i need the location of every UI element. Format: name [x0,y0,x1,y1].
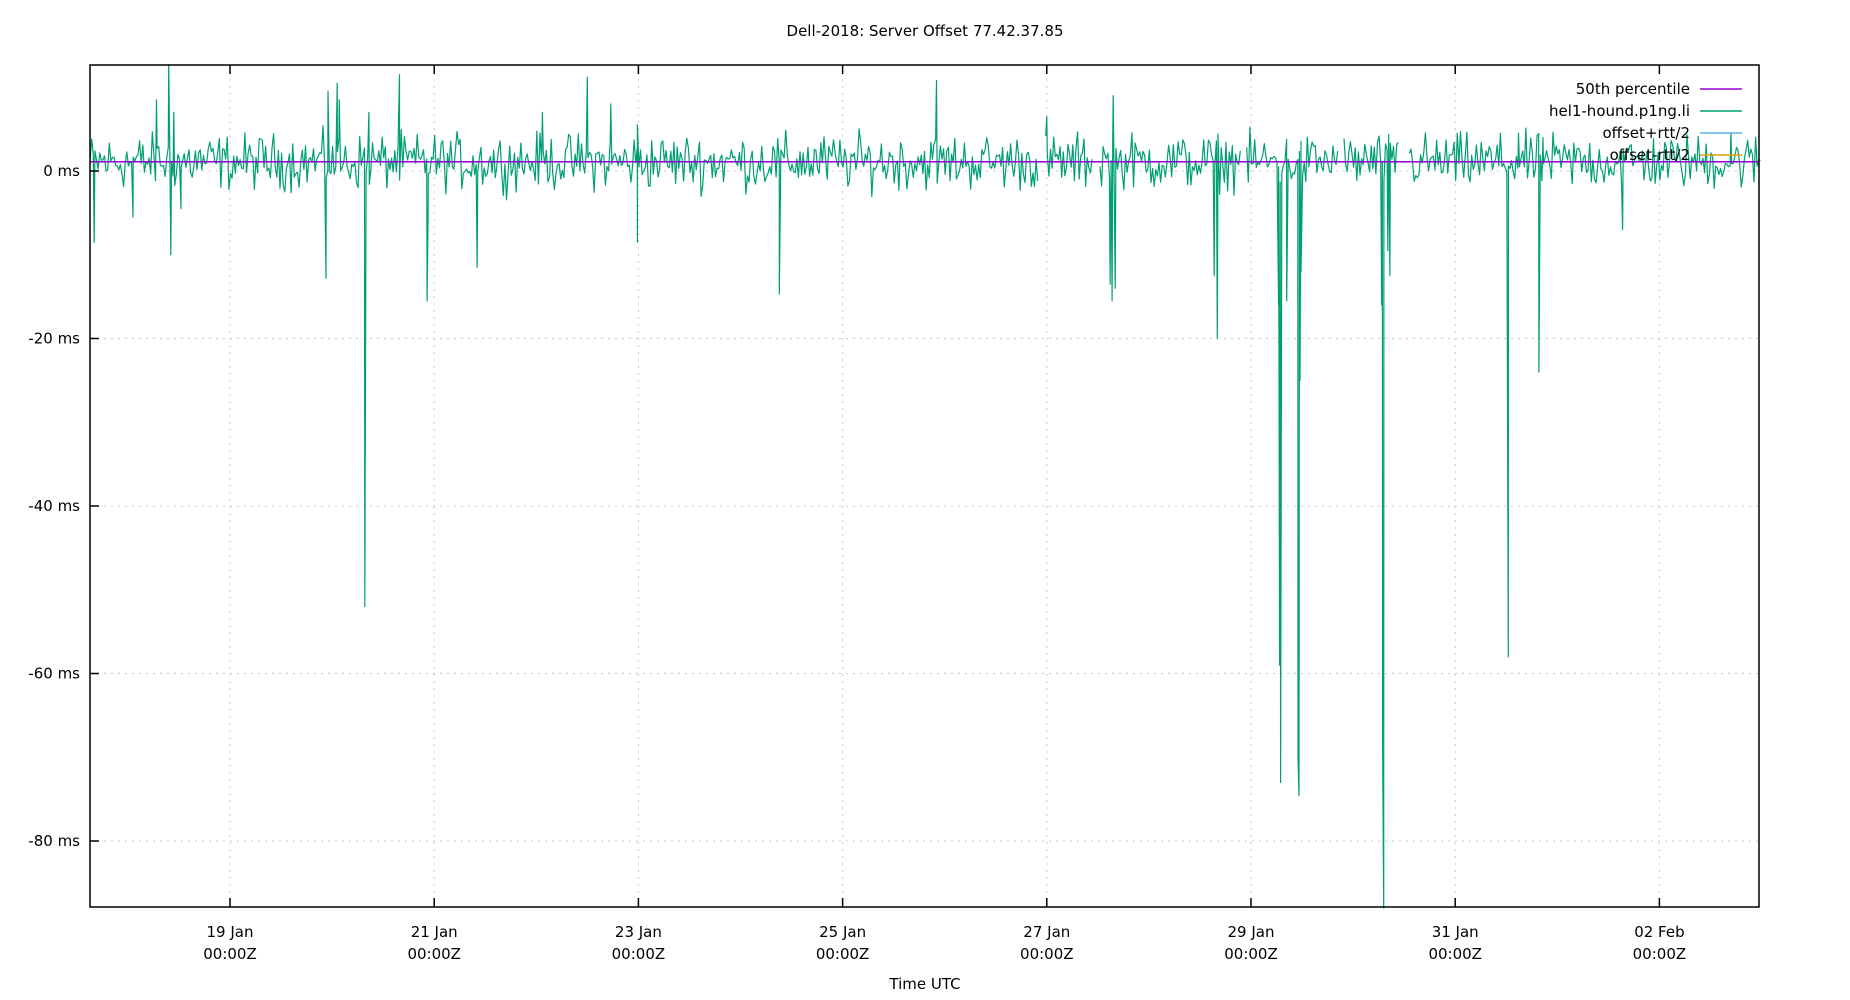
offset-series-line [1343,133,1399,909]
y-tick-label: 0 ms [43,162,80,180]
x-tick-label: 00:00Z [1224,945,1278,963]
x-tick-label: 21 Jan [411,923,458,941]
x-tick-label: 19 Jan [207,923,254,941]
x-tick-label: 27 Jan [1023,923,1070,941]
offset-series-line [89,63,1039,608]
y-tick-label: -80 ms [28,832,80,850]
y-tick-label: -20 ms [28,330,80,348]
y-tick-label: -60 ms [28,665,80,683]
axis-ticks: 0 ms -20 ms -40 ms -60 ms -80 ms 19 Jan 00:00Z… [28,65,1686,963]
x-tick-label: 23 Jan [615,923,662,941]
legend-label: 50th percentile [1576,80,1690,98]
x-tick-label: 00:00Z [1020,945,1074,963]
gridlines [90,65,1759,907]
x-tick-label: 31 Jan [1432,923,1479,941]
x-tick-label: 00:00Z [612,945,666,963]
y-tick-label: -40 ms [28,497,80,515]
x-tick-label: 00:00Z [816,945,870,963]
offset-series-line [1045,115,1093,188]
x-tick-label: 00:00Z [203,945,257,963]
x-tick-label: 02 Feb [1634,923,1684,941]
plot-frame [89,64,1760,908]
x-tick-label: 00:00Z [407,945,461,963]
x-tick-label: 29 Jan [1228,923,1275,941]
x-tick-label: 25 Jan [819,923,866,941]
legend-label: hel1-hound.p1ng.li [1549,102,1690,120]
legend-label: offset+rtt/2 [1602,124,1690,142]
x-tick-label: 00:00Z [1428,945,1482,963]
offset-series-line [1408,127,1761,658]
offset-series-line [1246,126,1339,797]
series-group [89,63,1761,909]
offset-series-line [1099,94,1241,340]
legend: 50th percentile hel1-hound.p1ng.li offset+… [1549,80,1742,164]
x-axis-title: Time UTC [889,975,961,993]
x-tick-label: 00:00Z [1633,945,1687,963]
legend-label: offset-rtt/2 [1610,146,1690,164]
chart-title: Dell-2018: Server Offset 77.42.37.85 [786,22,1064,40]
